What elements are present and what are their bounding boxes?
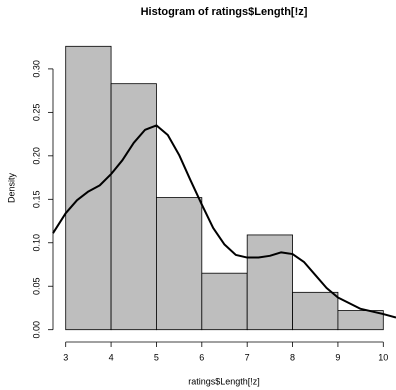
x-tick-label: 9 — [335, 352, 340, 362]
y-tick-label: 0.30 — [31, 60, 41, 78]
x-tick-label: 10 — [378, 352, 388, 362]
y-tick-label: 0.20 — [31, 147, 41, 165]
x-tick-label: 4 — [109, 352, 114, 362]
x-tick-label: 7 — [245, 352, 250, 362]
density-line — [52, 124, 396, 319]
bar — [246, 234, 293, 331]
bar — [201, 272, 248, 331]
bar — [156, 197, 203, 331]
y-tick-label: 0.10 — [31, 234, 41, 252]
bar — [337, 310, 384, 331]
y-tick-label: 0.25 — [31, 104, 41, 122]
chart-title: Histogram of ratings$Length[!z] — [141, 6, 308, 18]
y-tick-label: 0.15 — [31, 191, 41, 209]
x-tick-label: 8 — [290, 352, 295, 362]
bar — [65, 45, 112, 331]
y-axis-title: Density — [6, 172, 16, 203]
bar — [292, 291, 339, 331]
x-tick-label: 3 — [63, 352, 68, 362]
x-tick-label: 6 — [199, 352, 204, 362]
y-tick-label: 0.00 — [31, 321, 41, 339]
bar — [110, 83, 157, 331]
x-tick-label: 5 — [154, 352, 159, 362]
x-axis-title: ratings$Length[!z] — [188, 376, 260, 386]
y-tick-label: 0.05 — [31, 277, 41, 295]
